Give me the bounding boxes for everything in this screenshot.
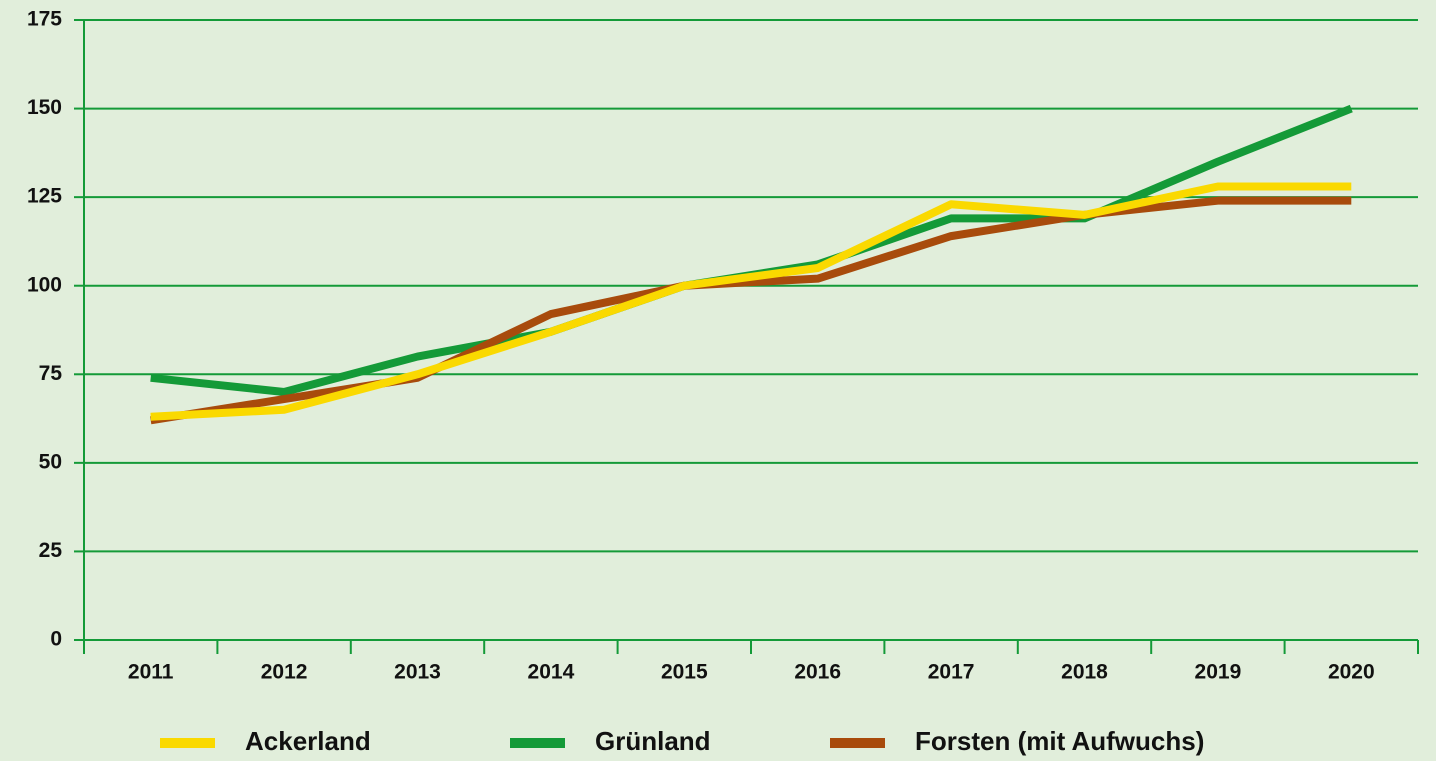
x-tick-label: 2017 [928, 661, 975, 684]
x-tick-label: 2014 [528, 661, 575, 684]
y-tick-label: 0 [50, 628, 62, 651]
x-tick-label: 2015 [661, 661, 708, 684]
y-tick-label: 75 [39, 362, 63, 385]
legend-label: Ackerland [245, 726, 371, 756]
y-tick-label: 150 [27, 96, 62, 119]
y-tick-label: 125 [27, 185, 62, 208]
x-tick-label: 2011 [128, 661, 174, 684]
x-tick-label: 2019 [1195, 661, 1242, 684]
x-tick-label: 2016 [794, 661, 841, 684]
x-tick-label: 2018 [1061, 661, 1108, 684]
y-tick-label: 100 [27, 273, 62, 296]
y-tick-label: 175 [27, 8, 62, 31]
x-tick-label: 2020 [1328, 661, 1375, 684]
legend-label: Forsten (mit Aufwuchs) [915, 726, 1204, 756]
y-tick-label: 25 [39, 539, 63, 562]
y-tick-label: 50 [39, 450, 62, 473]
x-tick-label: 2012 [261, 661, 308, 684]
data-line [150, 182, 1352, 421]
x-tick-label: 2013 [394, 661, 441, 684]
legend-label: Grünland [595, 726, 711, 756]
legend: Ackerland Grünland Forsten (mit Aufwuchs) [160, 726, 1204, 756]
